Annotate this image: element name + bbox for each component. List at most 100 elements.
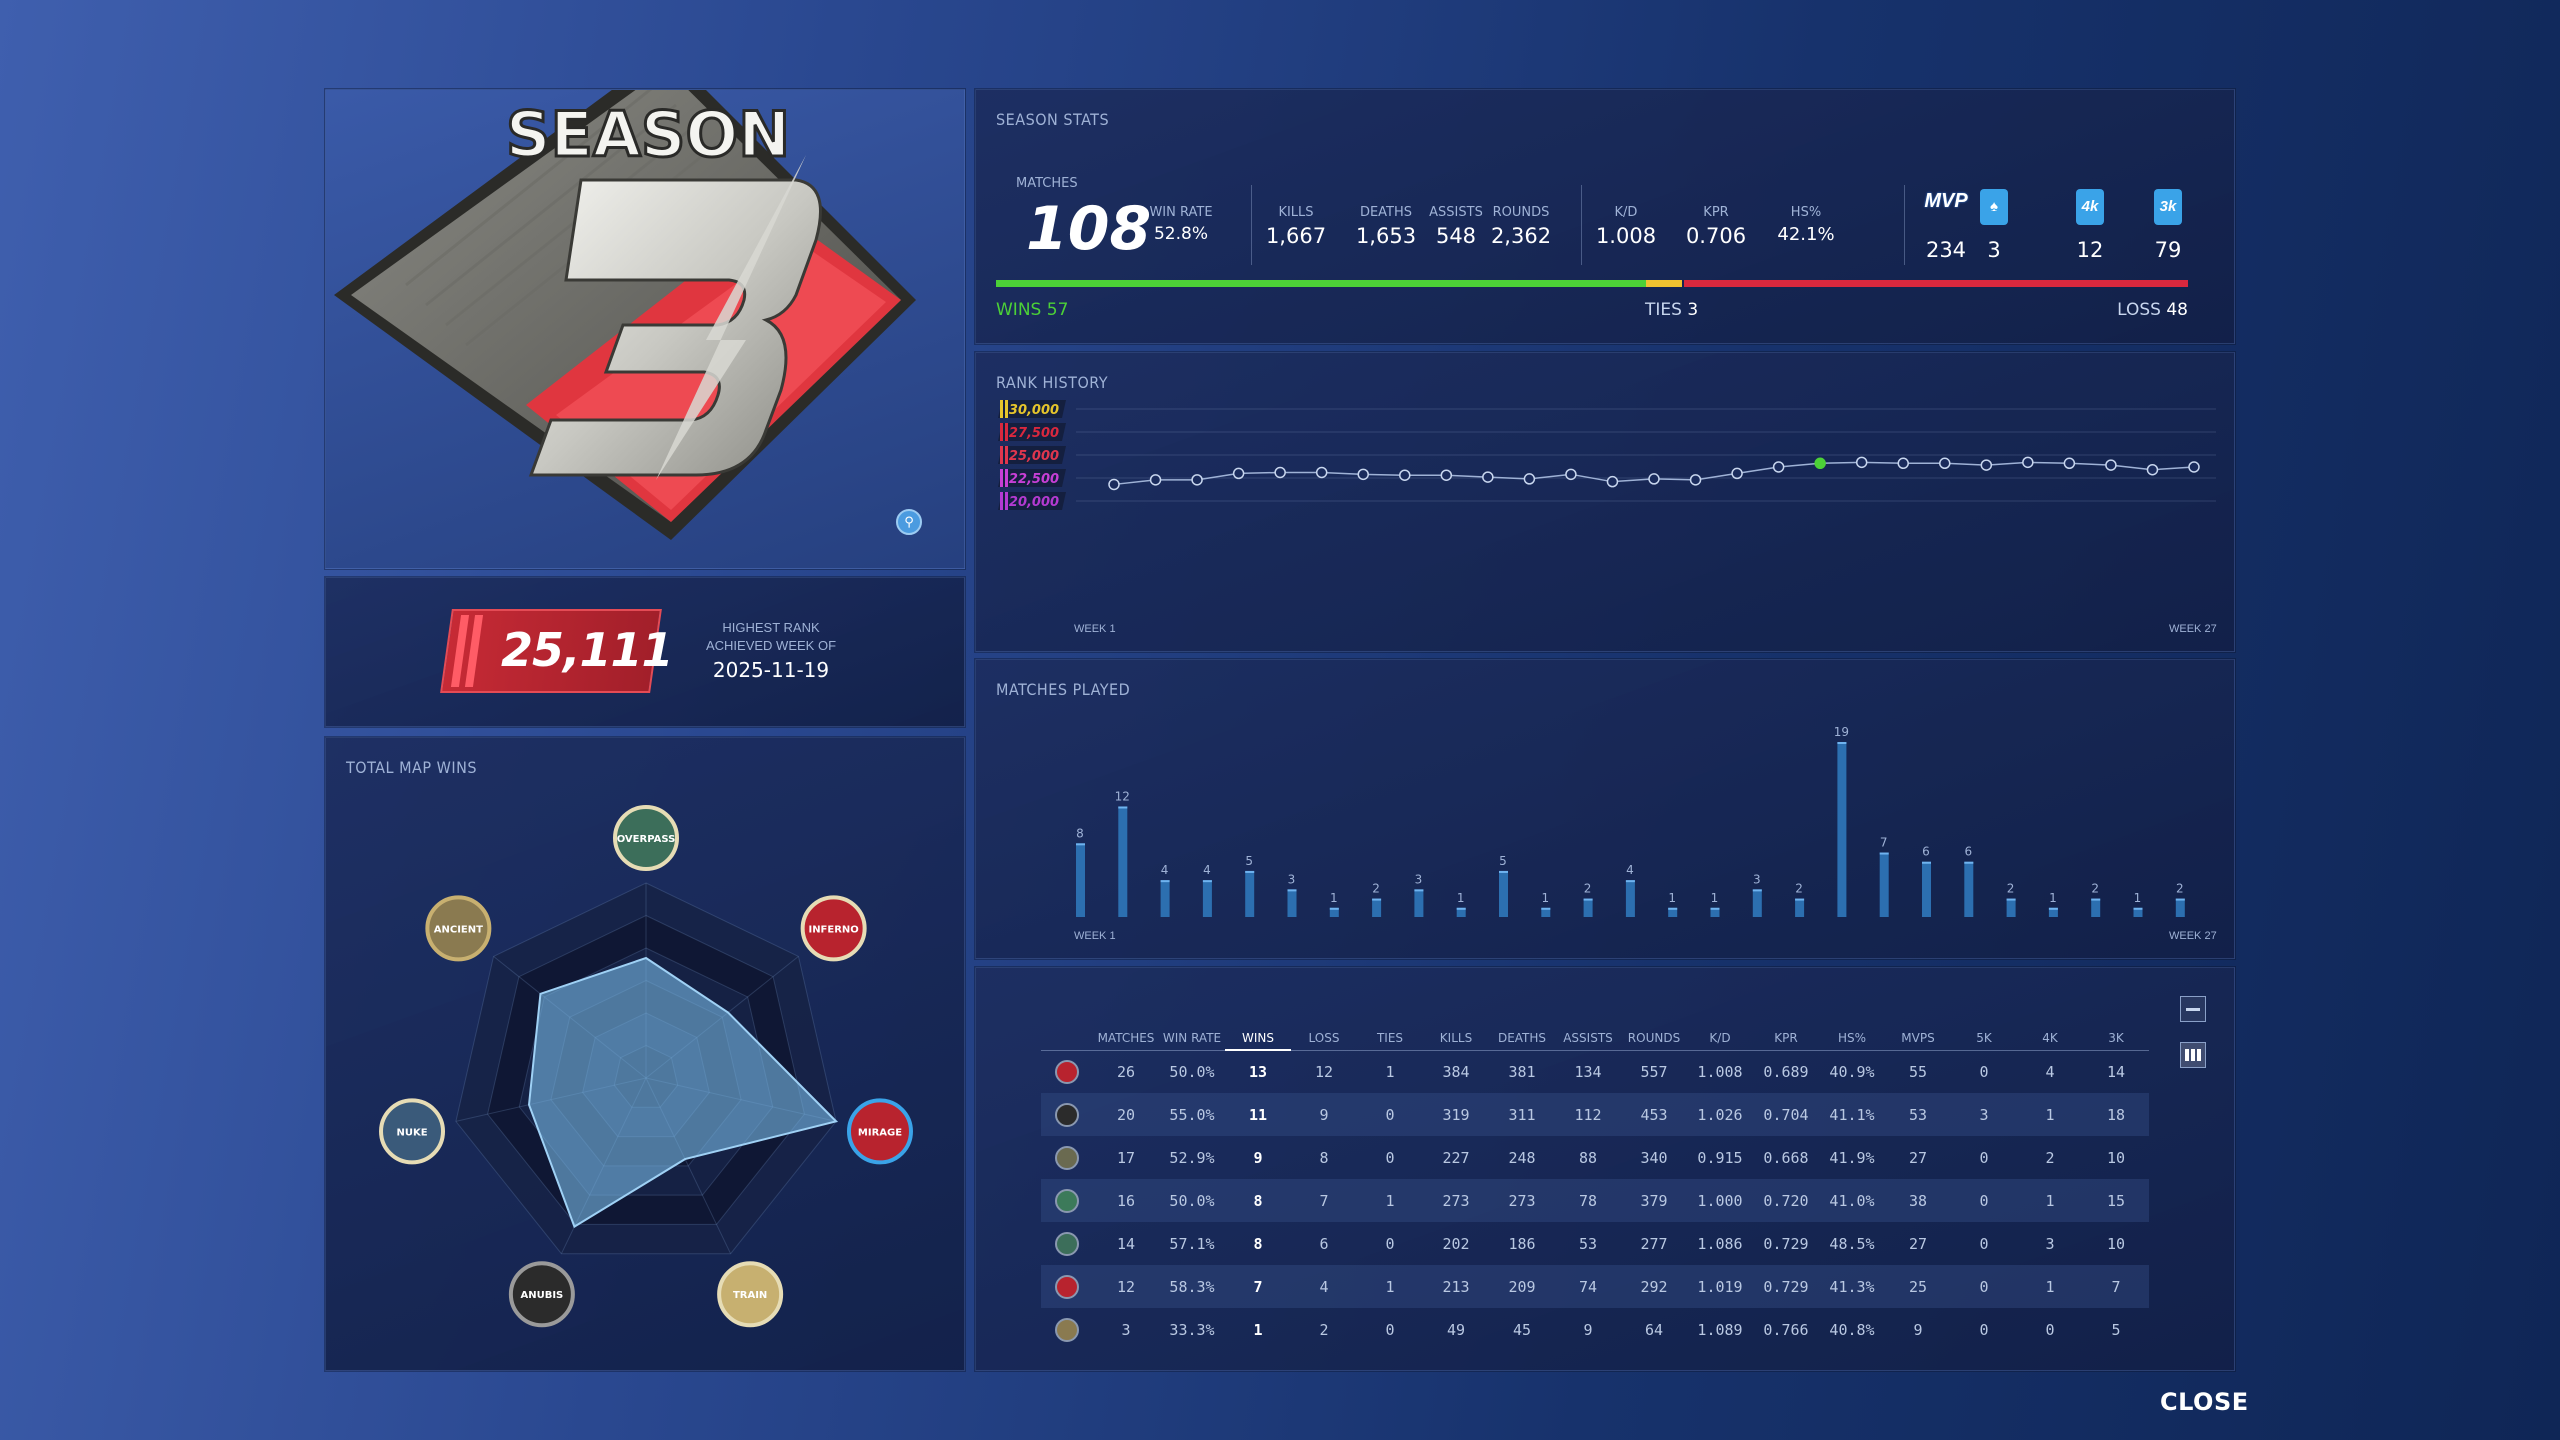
column-header[interactable]: K/D [1687, 1026, 1753, 1051]
rank-point[interactable] [1731, 467, 1743, 480]
zoom-icon[interactable]: ⚲ [896, 509, 922, 535]
matches-bar[interactable] [1668, 907, 1678, 917]
matches-bar[interactable] [1160, 880, 1170, 917]
column-header[interactable]: 5K [1951, 1026, 2017, 1051]
rank-point[interactable] [1274, 466, 1286, 479]
matches-bar[interactable] [1710, 907, 1720, 917]
rounds-label: ROUNDS [1492, 205, 1550, 220]
rank-point[interactable] [1939, 457, 1951, 470]
rank-point[interactable] [2063, 457, 2076, 470]
column-header[interactable]: WINS [1225, 1026, 1291, 1051]
rank-point[interactable] [1232, 467, 1245, 480]
matches-bar-label: 1 [2134, 891, 2142, 905]
matches-bar[interactable] [1287, 889, 1297, 917]
column-header[interactable]: WIN RATE [1159, 1026, 1225, 1051]
column-header[interactable]: KPR [1753, 1026, 1819, 1051]
matches-bar[interactable] [1118, 806, 1128, 917]
map-cell [1041, 1093, 1093, 1136]
rank-point[interactable] [2105, 459, 2117, 471]
column-header[interactable]: MVPS [1885, 1026, 1951, 1051]
stats-divider [1581, 185, 1582, 265]
matches-bar[interactable] [1456, 907, 1466, 917]
table-cell: 0.720 [1753, 1179, 1819, 1222]
column-header[interactable]: MATCHES [1093, 1026, 1159, 1051]
map-cell [1041, 1179, 1093, 1222]
rank-point[interactable] [1980, 459, 1993, 471]
rank-point[interactable] [1855, 456, 1868, 469]
matches-bar[interactable] [1837, 742, 1847, 917]
rank-point[interactable] [1440, 469, 1453, 481]
matches-bar-label: 12 [1115, 789, 1130, 803]
rank-point[interactable] [1482, 471, 1494, 483]
table-cell: 1 [2017, 1265, 2083, 1308]
rank-point[interactable] [2188, 461, 2200, 473]
matches-bar[interactable] [1245, 870, 1255, 917]
table-cell: 41.3% [1819, 1265, 1885, 1308]
rank-point[interactable] [1149, 474, 1162, 486]
highest-rank-panel: 25,111 HIGHEST RANK ACHIEVED WEEK OF 202… [325, 577, 965, 727]
rank-point[interactable] [1897, 457, 1909, 470]
matches-bar[interactable] [1372, 898, 1382, 917]
table-cell: 0 [2045, 1320, 2055, 1339]
column-header[interactable]: 3K [2083, 1026, 2149, 1051]
matches-bar[interactable] [2091, 898, 2101, 917]
table-cell: 311 [1489, 1093, 1555, 1136]
rank-point[interactable] [1108, 478, 1120, 491]
matches-bar[interactable] [2006, 898, 2016, 917]
rank-point[interactable] [1689, 474, 1702, 486]
matches-bar-label: 19 [1834, 725, 1849, 739]
rank-point[interactable] [1814, 457, 1826, 470]
column-header[interactable]: KILLS [1423, 1026, 1489, 1051]
matches-bar[interactable] [2175, 898, 2185, 917]
matches-bar[interactable] [1583, 898, 1593, 917]
column-header[interactable]: HS% [1819, 1026, 1885, 1051]
column-header[interactable]: ROUNDS [1621, 1026, 1687, 1051]
matches-bar-label: 1 [2049, 891, 2057, 905]
close-button[interactable]: CLOSE [2160, 1388, 2249, 1416]
matches-bar[interactable] [1964, 861, 1974, 917]
rank-point[interactable] [2146, 463, 2159, 476]
matches-bar[interactable] [2048, 907, 2058, 917]
matches-bar[interactable] [1795, 898, 1805, 917]
matches-bar[interactable] [1625, 880, 1635, 917]
table-view-icon[interactable] [2180, 1042, 2206, 1068]
matches-bar-cap [1625, 880, 1635, 883]
matches-bar[interactable] [2133, 907, 2143, 917]
table-cell: 27 [1908, 1148, 1928, 1167]
matches-played-title: MATCHES PLAYED [996, 680, 1131, 699]
matches-bar[interactable] [1076, 843, 1085, 917]
rank-point[interactable] [1399, 469, 1411, 481]
column-header[interactable]: DEATHS [1489, 1026, 1555, 1051]
rank-point[interactable] [1523, 473, 1536, 485]
column-header[interactable]: LOSS [1291, 1026, 1357, 1051]
column-header[interactable]: ASSISTS [1555, 1026, 1621, 1051]
ancient-icon [1055, 1145, 1079, 1170]
matches-bar[interactable] [1499, 870, 1508, 917]
rank-point[interactable] [2022, 456, 2034, 469]
inferno-icon [1055, 1274, 1079, 1299]
matches-bar[interactable] [1879, 852, 1889, 917]
matches-bar-label: 2 [2007, 882, 2015, 896]
season-stats-panel: SEASON STATS MATCHES 108 WIN RATE 52.8% … [975, 89, 2235, 344]
rank-point[interactable] [1648, 473, 1660, 485]
column-header[interactable]: TIES [1357, 1026, 1423, 1051]
rank-point[interactable] [1606, 475, 1619, 488]
column-header[interactable]: 4K [2017, 1026, 2083, 1051]
table-cell: 2 [2045, 1148, 2055, 1167]
matches-bar[interactable] [1752, 889, 1762, 917]
table-cell: 41.0% [1819, 1179, 1885, 1222]
matches-bar[interactable] [1202, 880, 1212, 917]
rank-point[interactable] [1357, 468, 1369, 481]
matches-bar[interactable] [1922, 861, 1931, 917]
rank-point[interactable] [1772, 461, 1785, 473]
map-name-label: ANUBIS [520, 1290, 563, 1301]
matches-bar[interactable] [1329, 907, 1339, 917]
rank-point[interactable] [1191, 474, 1203, 486]
matches-bar[interactable] [1414, 889, 1424, 917]
matches-bar[interactable] [1541, 907, 1551, 917]
matches-bar-label: 6 [1922, 845, 1930, 859]
rank-point[interactable] [1315, 466, 1328, 479]
compact-view-icon[interactable] [2180, 996, 2206, 1022]
table-cell: 0.915 [1697, 1148, 1743, 1167]
rank-point[interactable] [1565, 468, 1577, 481]
